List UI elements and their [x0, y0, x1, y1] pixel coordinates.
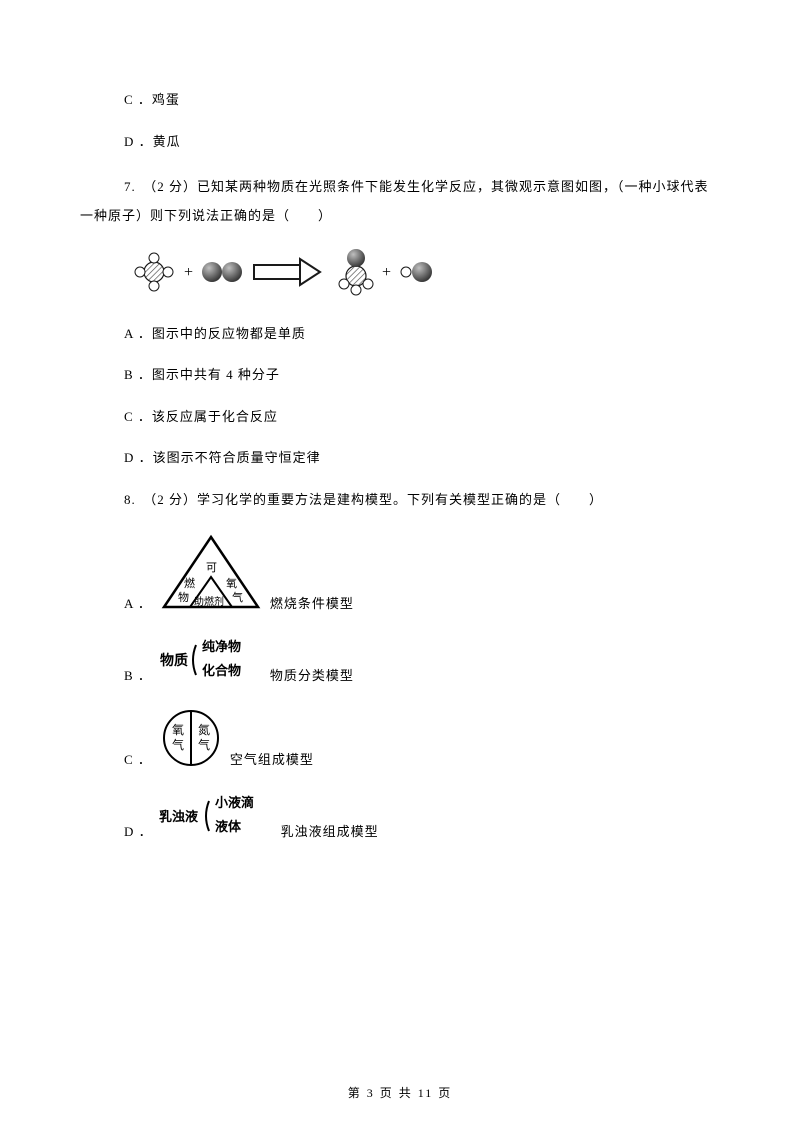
svg-text:气: 气 — [172, 737, 184, 752]
q8-option-c: C ． 氧 气 氮 气 空气组成模型 — [80, 707, 720, 769]
q7-option-a: A ．图示中的反应物都是单质 — [80, 324, 720, 344]
svg-text:+: + — [184, 264, 193, 281]
svg-text:气: 气 — [198, 737, 210, 752]
q8-optB-diagram: 物质 纯净物 化合物 — [156, 635, 266, 685]
svg-text:液体: 液体 — [215, 819, 242, 834]
page-footer: 第 3 页 共 11 页 — [0, 1084, 800, 1102]
q7-option-c: C ．该反应属于化合反应 — [80, 407, 720, 427]
svg-text:助燃剂: 助燃剂 — [194, 595, 224, 608]
q8-optB-caption: 物质分类模型 — [270, 666, 354, 686]
q7-option-b: B ．图示中共有 4 种分子 — [80, 365, 720, 385]
svg-text:物质: 物质 — [160, 652, 188, 669]
svg-text:乳浊液: 乳浊液 — [159, 809, 198, 824]
svg-text:可: 可 — [206, 562, 217, 574]
svg-text:物: 物 — [178, 590, 189, 604]
svg-text:氧: 氧 — [226, 576, 237, 590]
svg-text:纯净物: 纯净物 — [202, 639, 241, 654]
q8-option-a: A ． 可 燃 物 氧 气 助燃剂 燃烧条件模型 — [80, 531, 720, 613]
svg-text:燃: 燃 — [184, 576, 195, 590]
q8-optA-caption: 燃烧条件模型 — [270, 594, 354, 614]
q8-optA-diagram: 可 燃 物 氧 气 助燃剂 — [156, 531, 266, 613]
q7-option-d: D ．该图示不符合质量守恒定律 — [80, 448, 720, 468]
q8-optD-diagram: 乳浊液 小液滴 液体 — [157, 791, 277, 841]
svg-text:+: + — [382, 264, 391, 281]
svg-text:氮: 氮 — [198, 722, 210, 737]
q7-molecule-diagram: + + — [124, 242, 720, 302]
svg-text:化合物: 化合物 — [202, 663, 241, 678]
q8-optD-caption: 乳浊液组成模型 — [281, 822, 379, 842]
q8-optA-label: A ． — [124, 594, 152, 614]
svg-text:气: 气 — [232, 590, 243, 604]
q8-optC-diagram: 氧 气 氮 气 — [156, 707, 226, 769]
q8-optC-label: C ． — [124, 750, 152, 770]
q7-stem: 7. （2 分）已知某两种物质在光照条件下能发生化学反应，其微观示意图如图，（一… — [80, 173, 720, 230]
q6-option-d: D ．黄瓜 — [80, 132, 720, 152]
q8-option-d: D ． 乳浊液 小液滴 液体 乳浊液组成模型 — [80, 791, 720, 841]
svg-text:氧: 氧 — [172, 723, 184, 737]
q8-optD-label: D ． — [124, 822, 153, 842]
q8-optC-caption: 空气组成模型 — [230, 750, 314, 770]
svg-text:小液滴: 小液滴 — [215, 795, 254, 810]
q8-option-b: B ． 物质 纯净物 化合物 物质分类模型 — [80, 635, 720, 685]
q6-option-c: C ．鸡蛋 — [80, 90, 720, 110]
q8-optB-label: B ． — [124, 666, 152, 686]
q8-stem: 8. （2 分）学习化学的重要方法是建构模型。下列有关模型正确的是（ ） — [80, 490, 720, 510]
